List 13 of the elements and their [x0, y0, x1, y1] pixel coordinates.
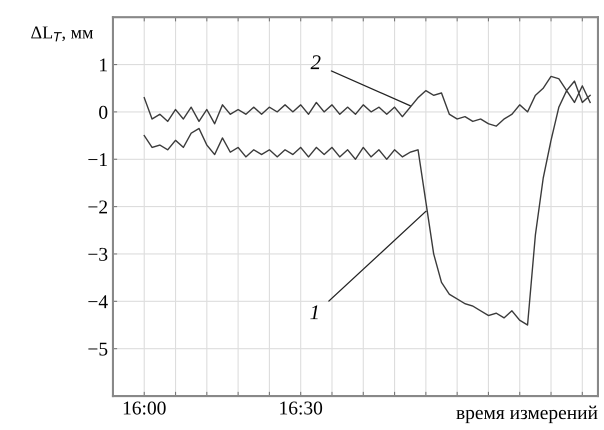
- x-tick-label: 16:00: [124, 401, 166, 415]
- y-tick-label: 0: [99, 106, 108, 119]
- y-axis-title: ΔL$_{T}$, мм: [31, 26, 94, 42]
- x-tick-label: 16:30: [280, 401, 322, 415]
- y-tick-label: 1: [100, 58, 107, 72]
- y-tick-label: −3: [88, 248, 108, 261]
- annotation: 1: [310, 305, 318, 320]
- y-tick-label: −2: [88, 200, 108, 214]
- x-axis-title: время измерений: [456, 406, 598, 424]
- y-tick-label: −1: [88, 153, 107, 166]
- y-tick-label: −4: [88, 295, 108, 308]
- annotation: 2: [310, 55, 321, 70]
- y-tick-label: −5: [88, 342, 108, 356]
